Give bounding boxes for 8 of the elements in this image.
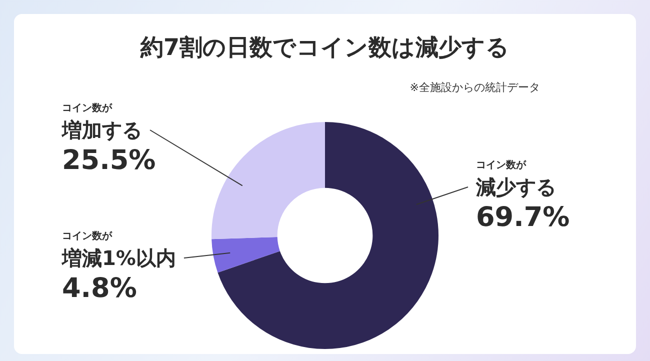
- chart-title: 約7割の日数でコイン数は減少する: [139, 34, 510, 63]
- slice-label: コイン数が増加する: [61, 102, 142, 142]
- slice-label: コイン数が増減1%以内: [61, 230, 176, 270]
- data-label: 25.5%: [62, 145, 156, 176]
- data-label: 4.8%: [62, 273, 137, 304]
- slice-label: コイン数が減少する: [475, 159, 556, 199]
- chart-subtitle: ※全施設からの統計データ: [410, 80, 540, 95]
- data-label: 69.7%: [476, 202, 570, 233]
